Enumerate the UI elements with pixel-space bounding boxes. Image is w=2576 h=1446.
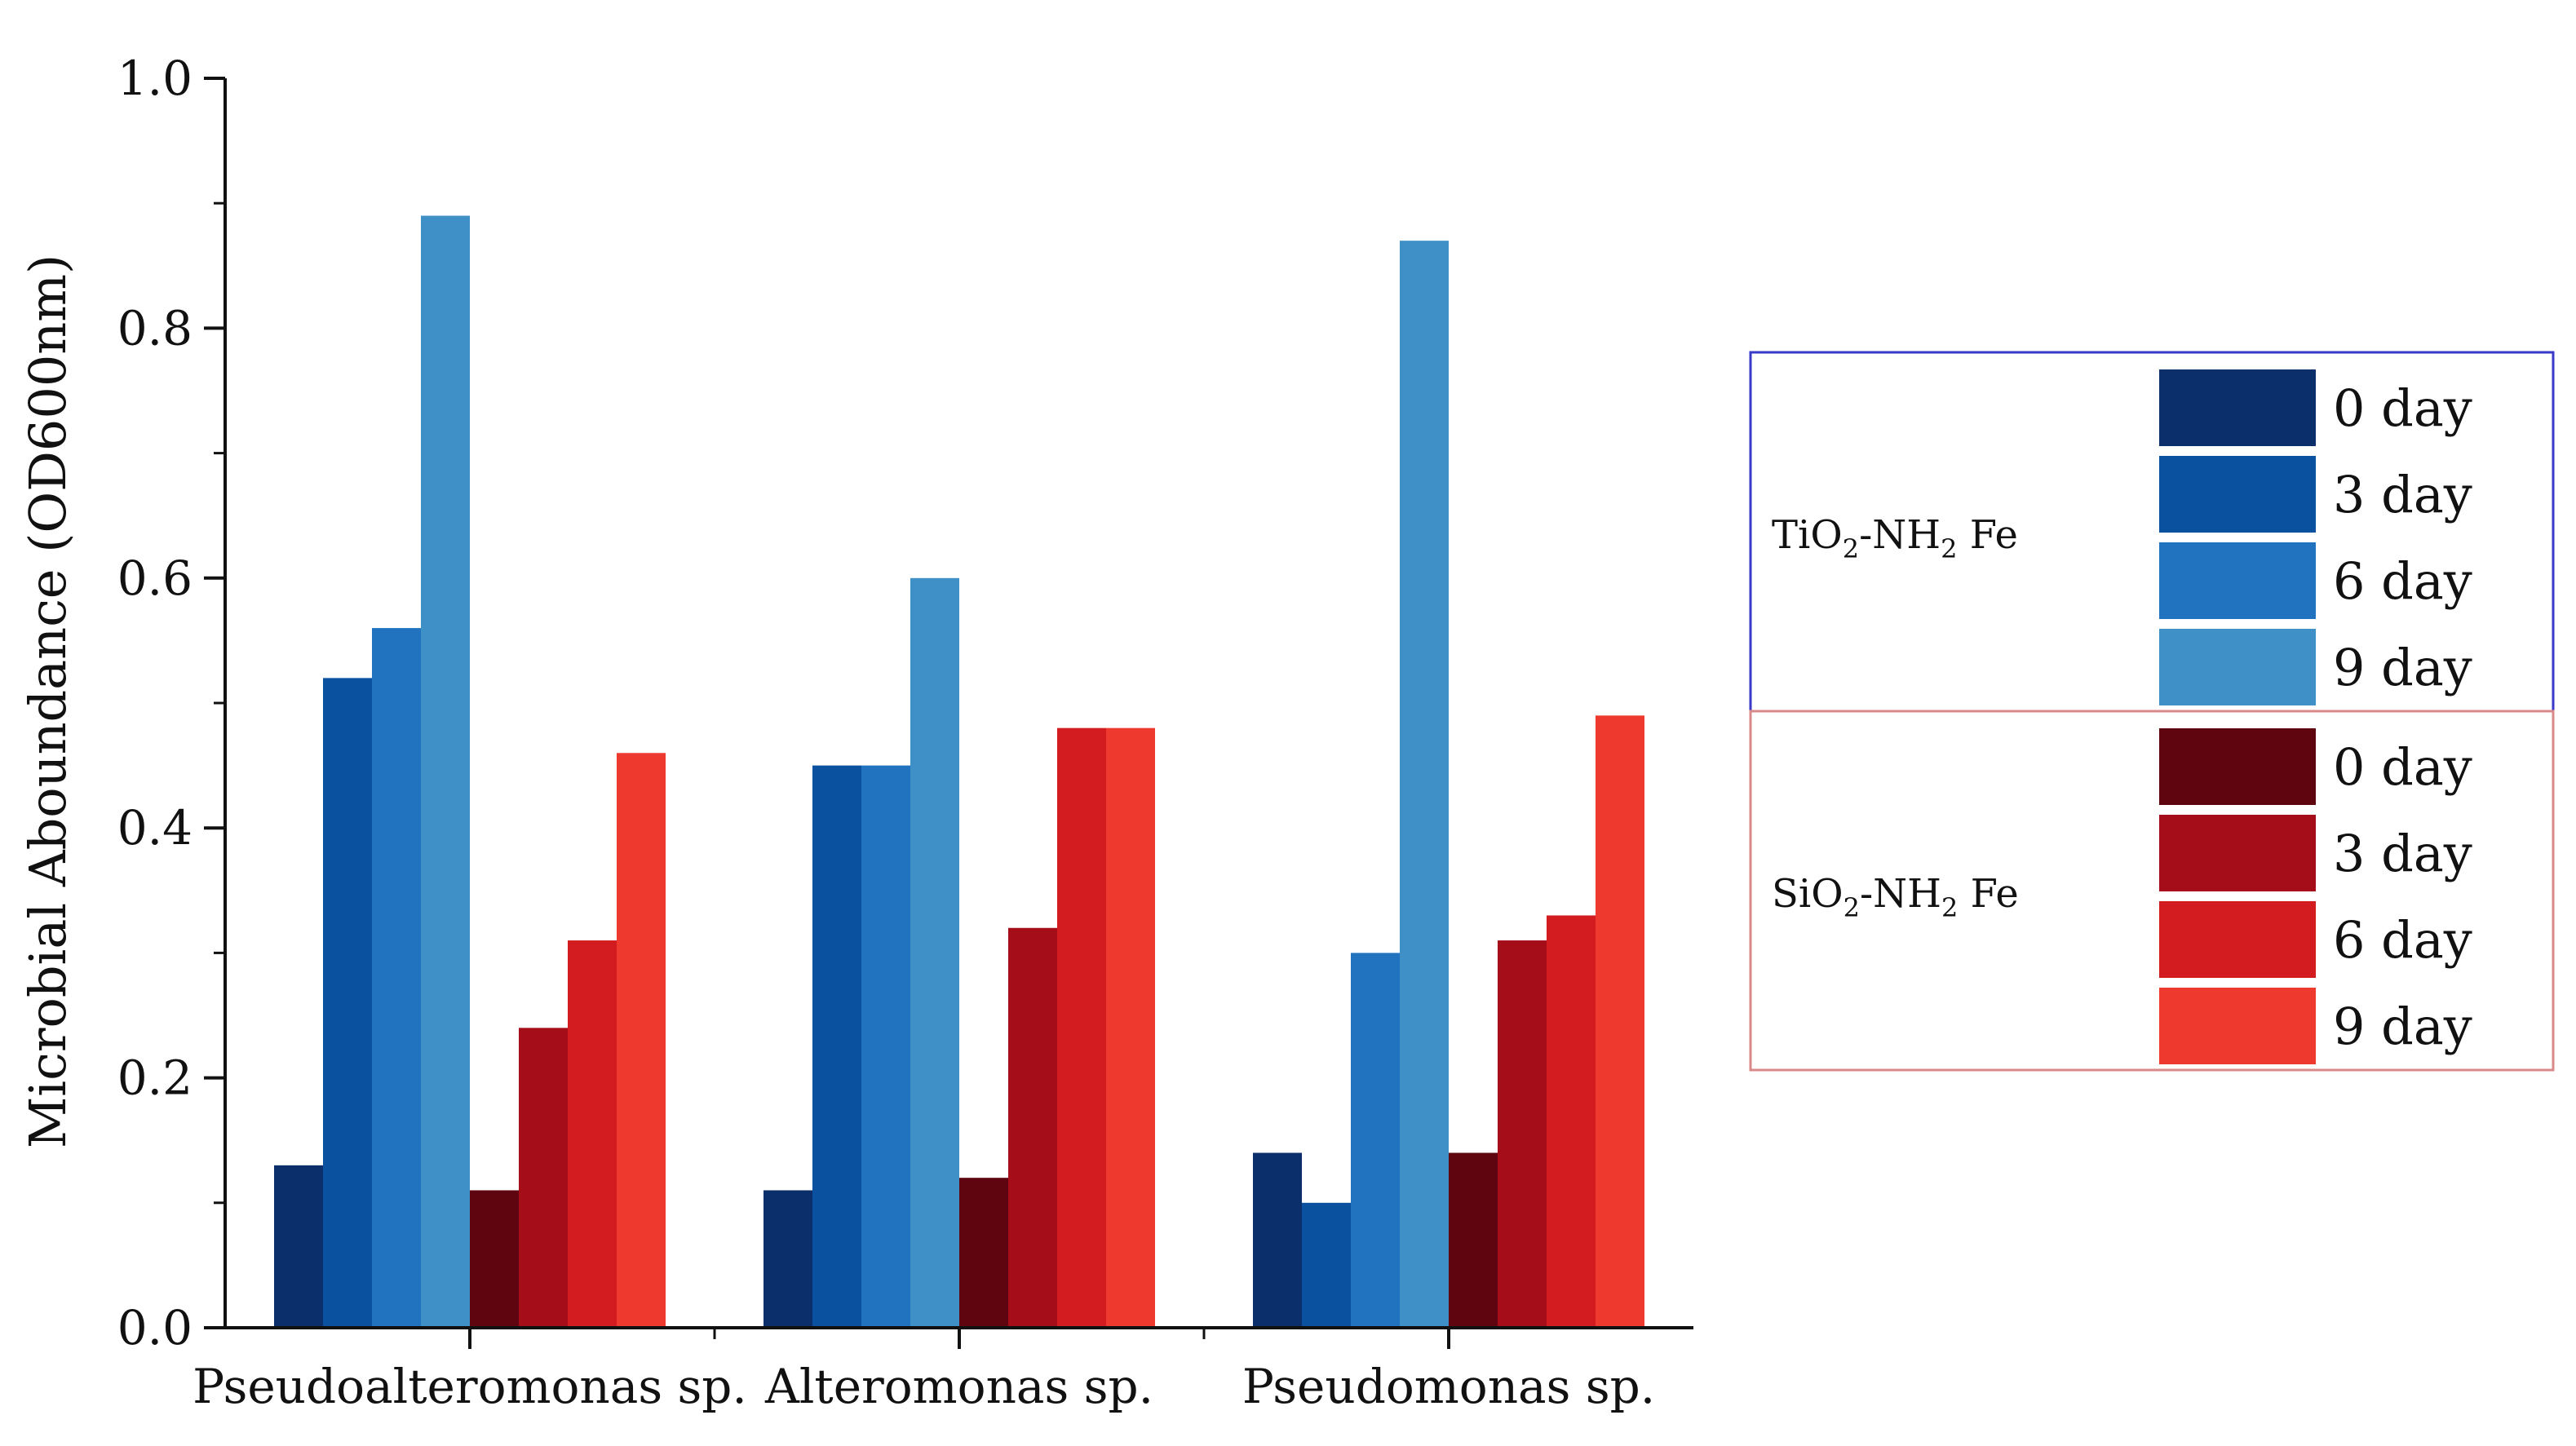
y-tick-label: 0.6 — [117, 551, 193, 606]
x-tick-label: Alteromonas sp. — [764, 1359, 1153, 1414]
legend-entry-label: 9 day — [2333, 997, 2472, 1056]
y-tick-label: 1.0 — [117, 51, 193, 106]
legend-swatch — [2158, 986, 2317, 1066]
y-axis-title: Microbial Aboundance (OD600nm) — [18, 254, 77, 1148]
legend-entry-label: 3 day — [2333, 824, 2472, 883]
legend-swatch — [2158, 813, 2317, 893]
bar-2-6 — [1008, 927, 1057, 1328]
bar-3-4 — [1400, 241, 1449, 1328]
legend-swatch — [2158, 627, 2317, 707]
legend-group-label: TiO2-NH2 Fe — [1772, 512, 2018, 564]
y-tick-label: 0.4 — [117, 800, 193, 856]
bar-3-5 — [1449, 1152, 1498, 1328]
legend: TiO2-NH2 Fe 0 day 3 day 6 day 9 day SiO2-NH2 … — [1749, 351, 2555, 1072]
x-tick-label: Pseudomonas sp. — [1242, 1359, 1655, 1414]
y-tick-label: 0.0 — [117, 1300, 193, 1355]
legend-entry-label: 0 day — [2333, 737, 2472, 797]
legend-swatch — [2158, 541, 2317, 621]
legend-group-label: SiO2-NH2 Fe — [1772, 871, 2019, 923]
bar-1-5 — [470, 1190, 519, 1328]
bar-3-8 — [1596, 715, 1644, 1328]
bar-2-2 — [812, 765, 861, 1328]
bar-1-3 — [372, 628, 421, 1328]
bar-3-2 — [1302, 1202, 1351, 1328]
bar-3-7 — [1547, 915, 1596, 1328]
bar-3-1 — [1253, 1152, 1302, 1328]
legend-swatch — [2158, 900, 2317, 979]
bar-2-3 — [861, 765, 910, 1328]
x-axis: Pseudoalteromonas sp. Alteromonas sp. Pseu… — [193, 1326, 1693, 1414]
legend-entry-label: 0 day — [2333, 378, 2472, 438]
bar-2-4 — [910, 577, 959, 1328]
legend-group-box — [1749, 710, 2555, 1072]
legend-entry-label: 3 day — [2333, 465, 2472, 524]
x-tick-label: Pseudoalteromonas sp. — [193, 1359, 747, 1414]
bar-3-6 — [1498, 940, 1547, 1328]
plot-area — [274, 215, 1644, 1328]
bar-1-8 — [617, 753, 666, 1328]
bar-2-1 — [764, 1190, 812, 1328]
legend-entry-label: 9 day — [2333, 638, 2472, 697]
bar-2-5 — [959, 1178, 1008, 1328]
bar-2-7 — [1057, 727, 1106, 1328]
legend-entry-label: 6 day — [2333, 551, 2472, 611]
bar-1-6 — [519, 1028, 568, 1328]
bar-1-1 — [274, 1165, 323, 1328]
legend-entry-label: 6 day — [2333, 910, 2472, 970]
bar-1-7 — [568, 940, 617, 1328]
bar-1-2 — [323, 678, 372, 1328]
bar-1-4 — [421, 215, 470, 1328]
bar-2-8 — [1106, 727, 1155, 1328]
bar-3-3 — [1351, 953, 1400, 1328]
y-axis: 0.0 0.2 0.4 0.6 0.8 1.0 — [117, 51, 227, 1355]
y-tick-label: 0.2 — [117, 1050, 193, 1106]
legend-swatch — [2158, 727, 2317, 807]
legend-swatch — [2158, 454, 2317, 534]
legend-swatch — [2158, 368, 2317, 448]
y-tick-label: 0.8 — [117, 300, 193, 356]
